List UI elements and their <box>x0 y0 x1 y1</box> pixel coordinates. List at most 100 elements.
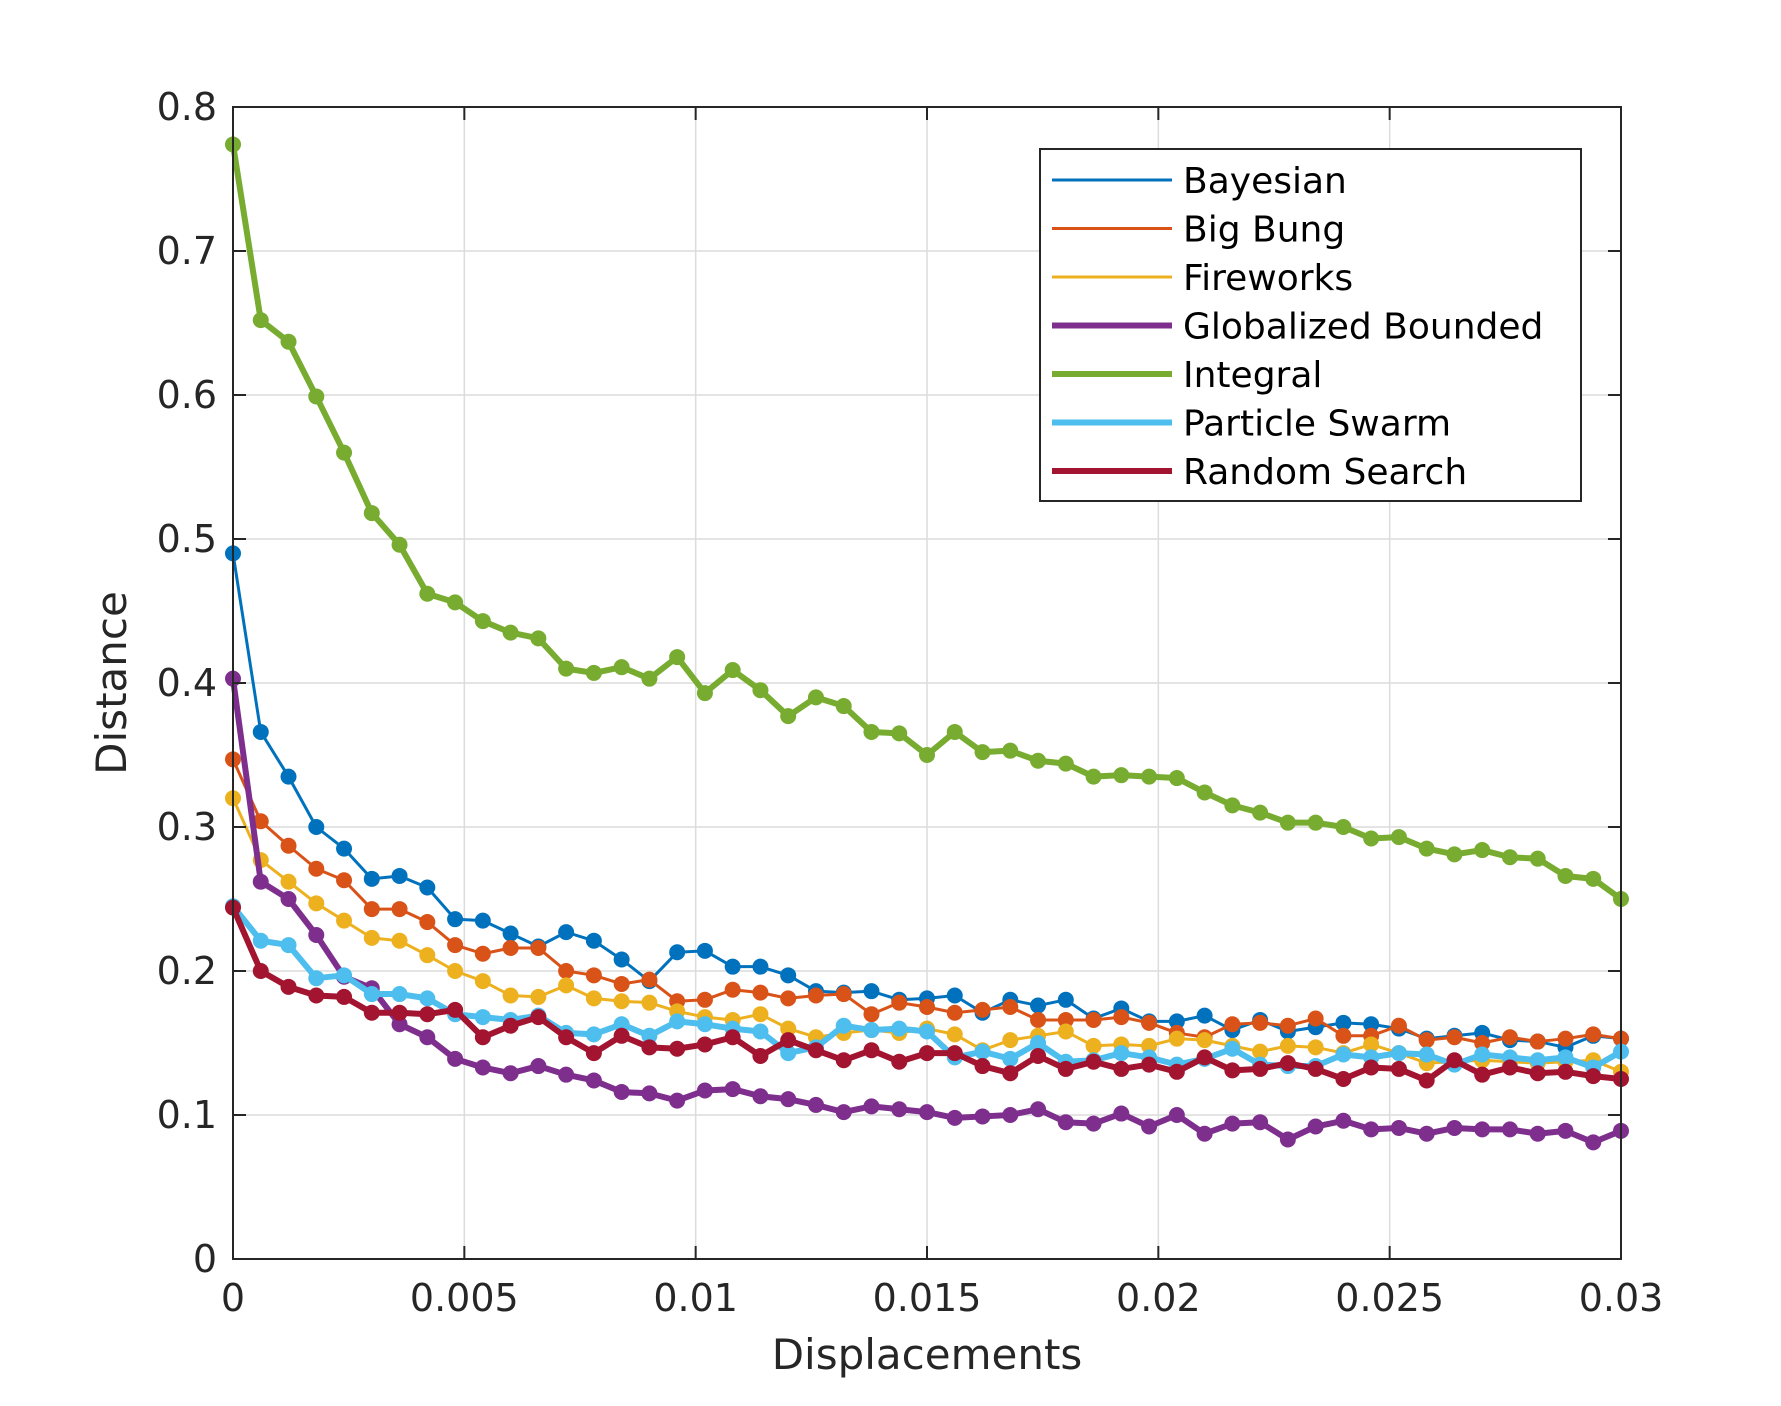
data-point-big-bung <box>1113 1009 1130 1026</box>
data-point-big-bung <box>1390 1017 1407 1034</box>
data-point-bayesian <box>1030 997 1047 1014</box>
data-point-random-search <box>807 1042 824 1059</box>
data-point-random-search <box>1501 1059 1518 1076</box>
axis-ticks: 0 0.005 0.01 0.015 0.02 0.025 0.03 0 0.1 0.2 0.3 0.… <box>157 85 1664 1320</box>
data-point-integral <box>558 660 575 677</box>
data-point-random-search <box>1335 1071 1352 1087</box>
y-tick-label: 0.7 <box>157 229 217 273</box>
data-point-random-search <box>1529 1065 1546 1082</box>
data-point-random-search <box>1279 1055 1296 1072</box>
legend-label-random-search: Random Search <box>1183 452 1467 493</box>
data-point-random-search <box>1196 1049 1213 1066</box>
legend-label-integral: Integral <box>1183 355 1322 396</box>
data-point-particle-swarm <box>585 1026 602 1043</box>
data-point-integral <box>1363 830 1380 847</box>
data-point-fireworks <box>502 987 519 1004</box>
data-point-big-bung <box>613 975 630 992</box>
data-point-globalized-bounded <box>1474 1121 1491 1138</box>
data-point-random-search <box>1307 1060 1324 1077</box>
data-point-big-bung <box>585 967 602 984</box>
y-tick-label: 0.2 <box>157 949 217 993</box>
data-point-bayesian <box>419 879 436 896</box>
data-point-fireworks <box>474 973 491 990</box>
data-point-random-search <box>1224 1062 1241 1079</box>
data-point-globalized-bounded <box>308 927 325 943</box>
data-point-random-search <box>558 1029 575 1046</box>
data-point-fireworks <box>641 994 658 1011</box>
data-point-globalized-bounded <box>1363 1121 1380 1138</box>
data-point-globalized-bounded <box>1002 1107 1019 1123</box>
data-point-big-bung <box>863 1006 880 1023</box>
series-layer <box>225 136 1629 1151</box>
data-point-big-bung <box>1446 1029 1463 1046</box>
data-point-random-search <box>530 1009 547 1026</box>
data-point-integral <box>641 670 658 687</box>
data-point-random-search <box>780 1032 797 1049</box>
data-point-big-bung <box>1529 1033 1546 1050</box>
data-point-bayesian <box>502 925 519 942</box>
data-point-bayesian <box>336 840 353 857</box>
data-point-integral <box>1196 784 1213 801</box>
data-point-integral <box>447 594 464 611</box>
data-point-bayesian <box>946 987 963 1004</box>
data-point-globalized-bounded <box>696 1082 713 1099</box>
y-tick-label: 0.6 <box>157 373 217 417</box>
data-point-integral <box>752 682 769 699</box>
data-point-fireworks <box>752 1006 769 1023</box>
data-point-random-search <box>1252 1060 1269 1077</box>
x-tick-label: 0.02 <box>1116 1276 1201 1320</box>
data-point-bayesian <box>724 958 741 975</box>
data-point-integral <box>336 444 353 461</box>
data-point-integral <box>1057 755 1074 772</box>
data-point-globalized-bounded <box>1252 1114 1269 1131</box>
data-point-fireworks <box>530 988 547 1005</box>
data-point-big-bung <box>946 1004 963 1021</box>
data-point-globalized-bounded <box>1057 1114 1074 1131</box>
data-point-fireworks <box>336 912 353 929</box>
data-point-bayesian <box>1196 1007 1213 1024</box>
data-point-particle-swarm <box>641 1027 658 1044</box>
data-point-big-bung <box>474 945 491 962</box>
data-point-integral <box>696 685 713 702</box>
data-point-bayesian <box>280 768 297 785</box>
data-point-integral <box>919 747 935 763</box>
data-point-bayesian <box>391 867 408 884</box>
data-point-fireworks <box>391 932 408 949</box>
data-point-bayesian <box>696 942 713 959</box>
legend-label-particle-swarm: Particle Swarm <box>1183 404 1451 445</box>
data-point-fireworks <box>1002 1032 1019 1049</box>
data-point-random-search <box>1390 1060 1407 1077</box>
data-point-globalized-bounded <box>807 1096 824 1113</box>
data-point-random-search <box>308 987 325 1004</box>
data-point-bayesian <box>1335 1014 1352 1031</box>
data-point-globalized-bounded <box>1501 1121 1518 1138</box>
y-tick-label: 0.5 <box>157 517 217 561</box>
data-point-particle-swarm <box>391 986 408 1003</box>
data-point-big-bung <box>891 994 908 1011</box>
data-point-particle-swarm <box>1224 1040 1241 1057</box>
data-point-integral <box>780 708 797 725</box>
data-point-globalized-bounded <box>1390 1119 1407 1136</box>
data-point-particle-swarm <box>336 967 353 984</box>
data-point-particle-swarm <box>669 1013 686 1030</box>
data-point-random-search <box>724 1029 741 1046</box>
data-point-big-bung <box>1335 1027 1352 1044</box>
data-point-big-bung <box>1307 1010 1324 1027</box>
data-point-random-search <box>336 988 353 1005</box>
data-point-globalized-bounded <box>530 1058 547 1075</box>
data-point-particle-swarm <box>363 986 380 1003</box>
data-point-globalized-bounded <box>1224 1115 1241 1132</box>
data-point-globalized-bounded <box>974 1108 991 1125</box>
data-point-bayesian <box>308 819 325 835</box>
data-point-random-search <box>641 1039 658 1056</box>
data-point-big-bung <box>1030 1011 1047 1028</box>
data-point-globalized-bounded <box>1557 1122 1574 1139</box>
data-point-random-search <box>1557 1063 1574 1080</box>
legend: Bayesian Big Bung Fireworks Globalized Boun… <box>1039 148 1582 502</box>
y-tick-label: 0.4 <box>157 661 217 705</box>
data-point-integral <box>363 505 380 522</box>
x-tick-label: 0.01 <box>653 1276 738 1320</box>
data-point-globalized-bounded <box>863 1098 880 1115</box>
data-point-big-bung <box>1279 1017 1296 1034</box>
data-point-bayesian <box>585 932 602 949</box>
